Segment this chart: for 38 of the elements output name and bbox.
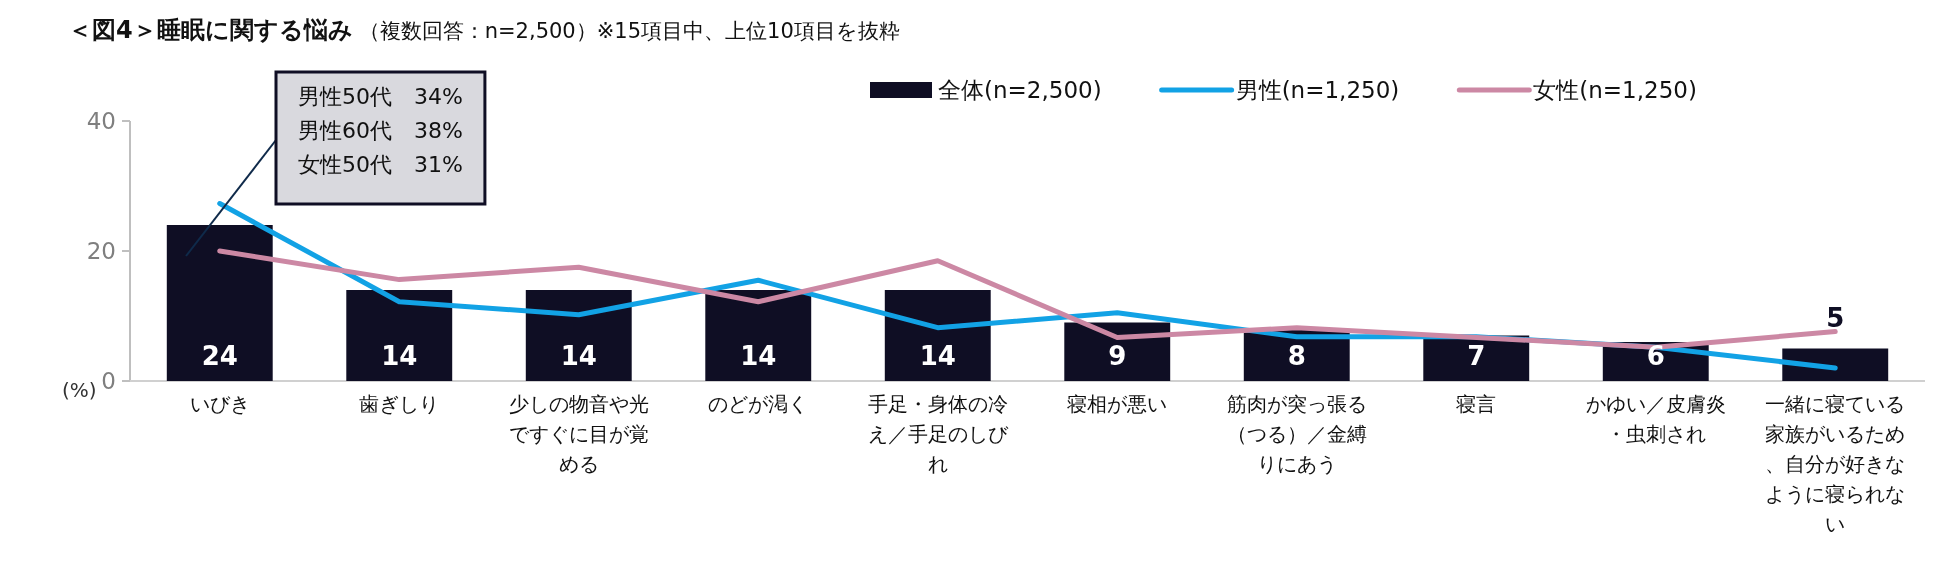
bar (346, 290, 453, 381)
x-tick-label: 筋肉が突っ張る（つる）／金縛りにあう (1226, 392, 1367, 476)
x-tick-label: 少しの物音や光ですぐに目が覚める (508, 392, 649, 476)
x-tick-label: 手足・身体の冷え／手足のしびれ (867, 392, 1009, 476)
x-tick-label: 歯ぎしり (359, 392, 440, 416)
data-label: 14 (919, 341, 956, 371)
legend-label: 全体(n=2,500) (938, 77, 1102, 103)
bar (525, 290, 632, 381)
annotation: 男性60代 38% (298, 118, 463, 143)
annotation: 女性50代 31% (298, 152, 463, 177)
bar (166, 225, 273, 381)
x-tick-label: いびき (189, 392, 250, 416)
legend-label: 女性(n=1,250) (1533, 77, 1697, 103)
data-label: 14 (740, 341, 777, 371)
y-tick-label: 40 (86, 108, 116, 134)
data-label: 24 (201, 341, 238, 371)
legend-label: 男性(n=1,250) (1235, 77, 1400, 103)
x-tick-label: 寝相が悪い (1067, 392, 1168, 416)
bar (1782, 348, 1889, 381)
data-label: 7 (1467, 341, 1486, 371)
y-tick-label: 0 (101, 368, 116, 394)
x-tick-label: 一緒に寝ている家族がいるため、自分が好きなように寝られない (1765, 392, 1906, 536)
x-tick-label: のどが渇く (708, 392, 809, 416)
data-label: 14 (560, 341, 597, 371)
data-label: 6 (1646, 341, 1665, 371)
x-tick-label: かゆい／皮膚炎・虫刺され (1585, 392, 1726, 446)
bar (884, 290, 991, 381)
data-label: 5 (1826, 302, 1845, 333)
callout: 男性50代 34% 男性60代 38% 女性50代 31% (185, 70, 487, 257)
data-label: 14 (381, 341, 418, 371)
chart-title: ＜図4＞睡眠に関する悩み (68, 16, 353, 44)
y-tick-label: 20 (86, 238, 116, 264)
data-label: 8 (1287, 341, 1306, 371)
x-tick-label: 寝言 (1456, 392, 1497, 416)
chart-subtitle: （複数回答：n=2,500）※15項目中、上位10項目を抜粋 (358, 19, 900, 43)
data-label: 9 (1108, 341, 1127, 371)
bar (705, 290, 812, 381)
y-axis-title: (%) (62, 378, 97, 402)
